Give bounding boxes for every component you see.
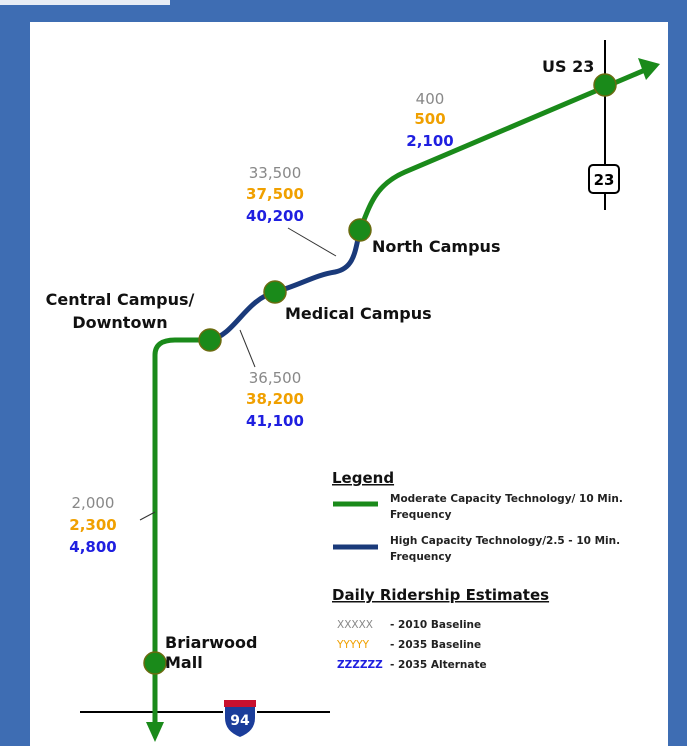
station xyxy=(143,651,167,675)
shield-top xyxy=(224,700,256,707)
us-shield xyxy=(588,164,620,194)
ridership-2010: 33,500 xyxy=(249,164,302,182)
station-label: US 23 xyxy=(542,57,594,76)
shield-number: 94 xyxy=(230,713,250,729)
leader xyxy=(139,511,156,521)
leader xyxy=(287,227,337,257)
station xyxy=(263,280,287,304)
station xyxy=(348,218,372,242)
strip xyxy=(0,0,170,5)
station xyxy=(198,328,222,352)
legend-label: - 2010 Baseline xyxy=(390,619,481,631)
station-label: Downtown xyxy=(72,313,167,332)
legend-sample: ZZZZZZ xyxy=(337,659,383,671)
station-label: Central Campus/ xyxy=(46,290,195,309)
shield-number: 23 xyxy=(594,171,615,189)
station-label: North Campus xyxy=(372,237,500,256)
leader xyxy=(239,329,256,368)
ridership-2010: 36,500 xyxy=(249,369,302,387)
ridership-alt: 2,100 xyxy=(406,132,453,150)
interstate-shield xyxy=(223,699,257,740)
ridership-2010: 400 xyxy=(416,90,445,108)
ridership-alt: 4,800 xyxy=(69,538,116,556)
ridership-alt: 40,200 xyxy=(246,207,304,225)
ridership-2035: 500 xyxy=(414,110,445,128)
route-navy xyxy=(209,229,363,343)
legend-label: - 2035 Baseline xyxy=(390,639,481,651)
station xyxy=(593,73,617,97)
ridership-2035: 2,300 xyxy=(69,516,116,534)
legend-sample: XXXXX xyxy=(337,619,373,631)
panel xyxy=(30,22,668,746)
legend-sample: YYYYY xyxy=(336,639,370,651)
station-label: Mall xyxy=(165,653,203,672)
ridership-2010: 2,000 xyxy=(72,494,115,512)
route-green-south xyxy=(152,337,210,735)
legend-label: Frequency xyxy=(390,509,452,521)
legend-title: Daily Ridership Estimates xyxy=(332,586,549,604)
ridership-2035: 38,200 xyxy=(246,390,304,408)
legend-label: High Capacity Technology/2.5 - 10 Min. xyxy=(390,535,620,547)
legend-label: Moderate Capacity Technology/ 10 Min. xyxy=(390,493,623,505)
ridership-alt: 41,100 xyxy=(246,412,304,430)
legend-title: Legend xyxy=(332,469,394,487)
station-label: Medical Campus xyxy=(285,304,432,323)
legend-label: Frequency xyxy=(390,551,452,563)
ridership-2035: 37,500 xyxy=(246,185,304,203)
station-label: Briarwood xyxy=(165,633,257,652)
arrow-south xyxy=(146,722,164,742)
legend-label: - 2035 Alternate xyxy=(390,659,487,671)
arrow-north xyxy=(638,58,660,80)
